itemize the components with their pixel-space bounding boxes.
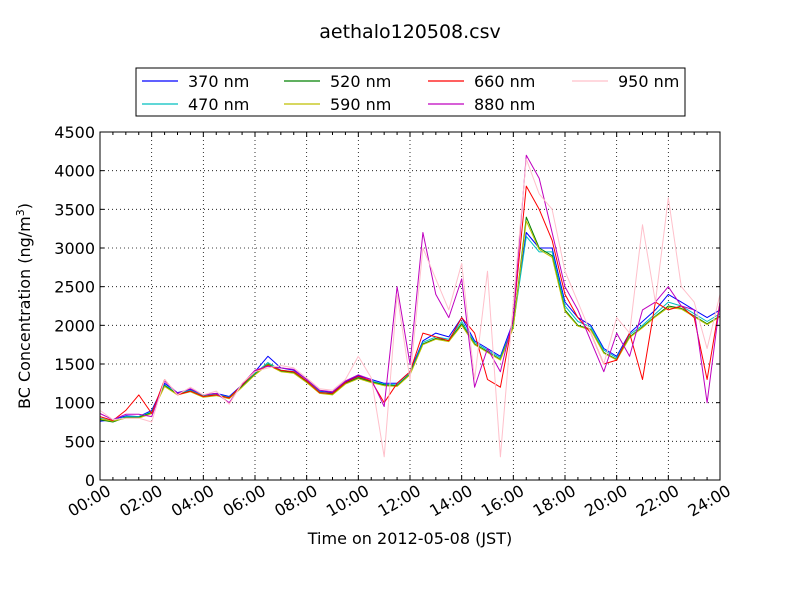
y-tick-label: 2000 — [54, 316, 95, 335]
chart-title: aethalo120508.csv — [319, 21, 501, 43]
y-tick-label: 2500 — [54, 278, 95, 297]
y-tick-label: 1500 — [54, 355, 95, 374]
legend-label: 660 nm — [474, 72, 535, 91]
legend-items: 370 nm 470 nm 520 nm 590 nm 660 nm 880 nm 950 … — [142, 72, 679, 114]
y-axis-label: BC Concentration (ng/m3) — [14, 203, 34, 409]
series-layer — [99, 154, 721, 458]
y-tick-label: 0 — [85, 471, 95, 490]
x-axis-label: Time on 2012-05-08 (JST) — [307, 529, 512, 548]
y-axis-label-end: ) — [15, 203, 34, 209]
legend: 370 nm 470 nm 520 nm 590 nm 660 nm 880 nm 950 … — [135, 67, 686, 117]
y-tick-label: 1000 — [54, 394, 95, 413]
y-tick-label: 3500 — [54, 200, 95, 219]
legend-label: 470 nm — [188, 95, 249, 114]
grid — [100, 132, 720, 480]
y-tick-label: 500 — [64, 432, 95, 451]
y-tick-labels: 0 500 1000 1500 2000 2500 3000 3500 4000 4500 — [54, 123, 95, 490]
legend-label: 880 nm — [474, 95, 535, 114]
y-tick-label: 3000 — [54, 239, 95, 258]
y-tick-label: 4500 — [54, 123, 95, 142]
y-axis-label-superscript: 3 — [14, 209, 27, 216]
series-line — [99, 185, 721, 421]
y-tick-label: 4000 — [54, 162, 95, 181]
series-line — [99, 158, 721, 458]
legend-label: 590 nm — [330, 95, 391, 114]
y-axis-label-main: BC Concentration (ng/m — [15, 216, 34, 409]
legend-box — [135, 67, 686, 117]
legend-label: 950 nm — [618, 72, 679, 91]
legend-label: 520 nm — [330, 72, 391, 91]
ticks — [99, 131, 721, 481]
legend-label: 370 nm — [188, 72, 249, 91]
